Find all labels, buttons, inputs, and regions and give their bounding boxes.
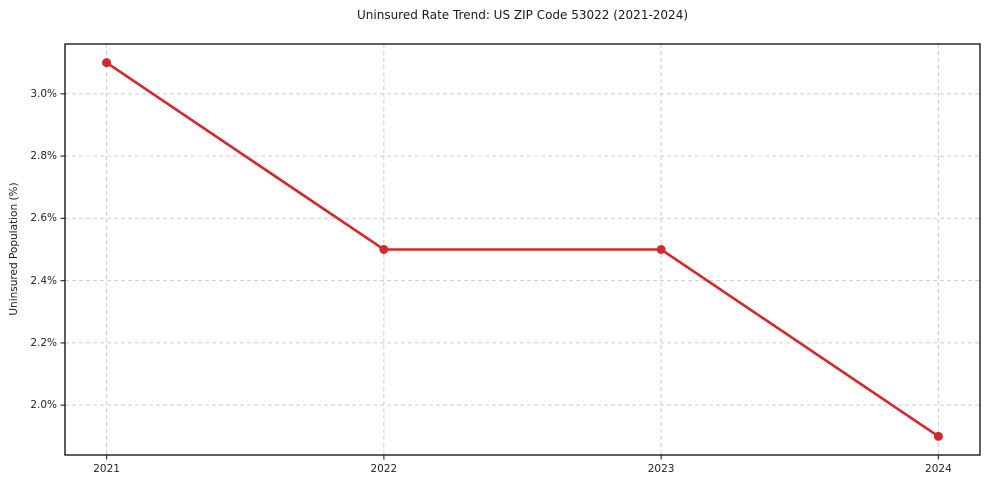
x-tick-label: 2022 [370,463,398,475]
y-tick-label: 2.6% [30,212,57,225]
plot-border [64,43,981,456]
plot-area [60,43,981,460]
data-point-2024 [933,431,943,441]
data-point-2022 [379,245,389,254]
chart-title: Uninsured Rate Trend: US ZIP Code 53022 … [356,8,689,22]
y-tick-label: 2.0% [30,399,57,412]
data-point-2023 [656,245,666,254]
y-tick-label: 2.2% [30,336,57,349]
data-point-2021 [102,58,112,68]
y-tick-label: 3.0% [30,87,57,100]
x-tick-label: 2024 [925,463,952,475]
y-tick-label: 2.8% [30,150,57,163]
x-tick-label: 2021 [93,463,120,475]
trend-line [105,61,940,438]
y-tick-label: 2.4% [30,274,57,287]
y-axis-label: Uninsured Population (%) [8,182,20,316]
x-tick-label: 2023 [647,463,675,475]
